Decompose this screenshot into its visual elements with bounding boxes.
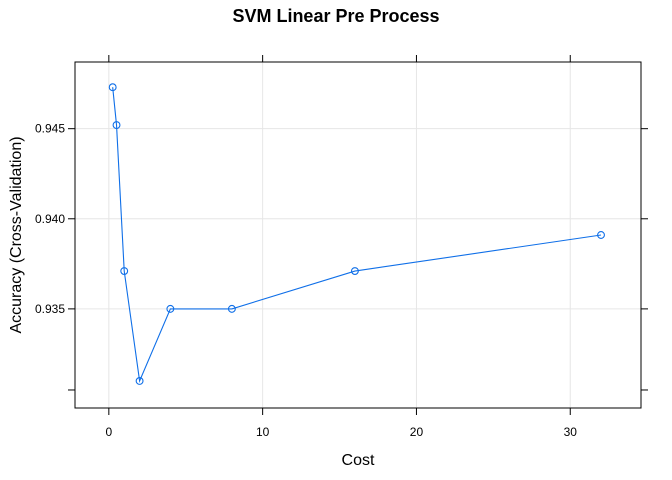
axes: 0 10 20 30 0.935 0.940 0.945 [35, 55, 648, 439]
x-tick-label-0: 0 [105, 425, 112, 439]
y-axis-label: Accuracy (Cross-Validation) [8, 136, 25, 333]
x-tick-label-20: 20 [410, 425, 424, 439]
data-point-5 [227, 304, 236, 313]
data-point-7 [597, 231, 605, 239]
plot-area [74, 61, 642, 409]
data-point-6 [350, 267, 359, 275]
y-tick-label-0.94: 0.940 [35, 212, 65, 226]
data-point-0 [108, 83, 117, 92]
chart-title: SVM Linear Pre Process [232, 6, 439, 26]
x-axis-label: Cost [342, 452, 375, 469]
x-tick-label-30: 30 [564, 425, 578, 439]
series-layer [108, 83, 605, 385]
data-point-3 [135, 377, 144, 385]
series-line-0 [112, 87, 602, 384]
data-point-1 [112, 121, 121, 130]
x-tick-label-10: 10 [256, 425, 270, 439]
y-tick-label-0.945: 0.945 [35, 122, 65, 136]
grid-lines [75, 62, 641, 408]
y-tick-label-0.935: 0.935 [35, 302, 65, 316]
data-point-2 [120, 267, 129, 275]
data-point-4 [166, 304, 175, 313]
